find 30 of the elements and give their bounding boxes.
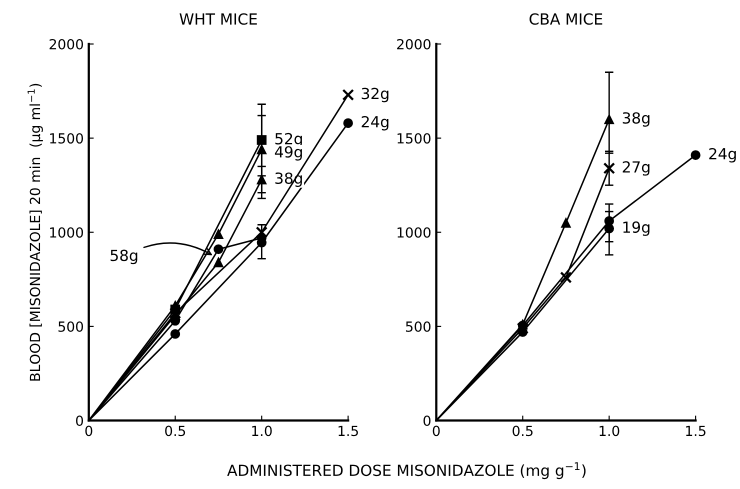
annotation: 58g: [110, 250, 138, 264]
series-label: 27g: [622, 161, 650, 176]
series-label: 32g: [362, 88, 388, 102]
series-label: 19g: [623, 221, 650, 236]
y-tick-label: 1000: [398, 227, 430, 238]
x-tick-label: 0: [432, 426, 440, 436]
y-tick-label: 0: [76, 416, 84, 426]
chart-title: CBA MICE: [530, 13, 602, 25]
series-label: 38g: [622, 112, 650, 127]
x-axis-title: ADMINISTERED DOSE MISONIDAZOLE (mg g$^{−1}$): [227, 462, 586, 480]
x-tick-label: 0.5: [165, 426, 186, 436]
y-tick-label: 1500: [50, 133, 84, 144]
y-axis-title: BLOOD [MISONIDAZOLE] 20 min (μg ml$^{−1}$): [28, 84, 43, 381]
y-tick-label: 500: [406, 321, 430, 332]
x-tick-label: 0: [85, 426, 92, 436]
y-tick-label: 2000: [50, 38, 84, 50]
x-tick-label: 0.5: [512, 426, 533, 436]
y-tick-label: 1500: [398, 133, 430, 144]
chart-title: WHT MICE: [180, 13, 257, 25]
x-tick-label: 1.5: [686, 426, 706, 436]
y-tick-label: 2000: [397, 38, 430, 50]
y-tick-label: 0: [424, 416, 430, 426]
series-label: 24g: [709, 148, 736, 162]
x-tick-label: 1.0: [252, 426, 272, 436]
series-label: 49g: [274, 146, 302, 161]
y-tick-label: 500: [58, 321, 84, 332]
x-tick-label: 1.5: [338, 426, 358, 436]
series-label: 24g: [362, 116, 388, 130]
x-tick-label: 1.0: [600, 426, 620, 436]
y-tick-label: 1000: [50, 227, 84, 238]
